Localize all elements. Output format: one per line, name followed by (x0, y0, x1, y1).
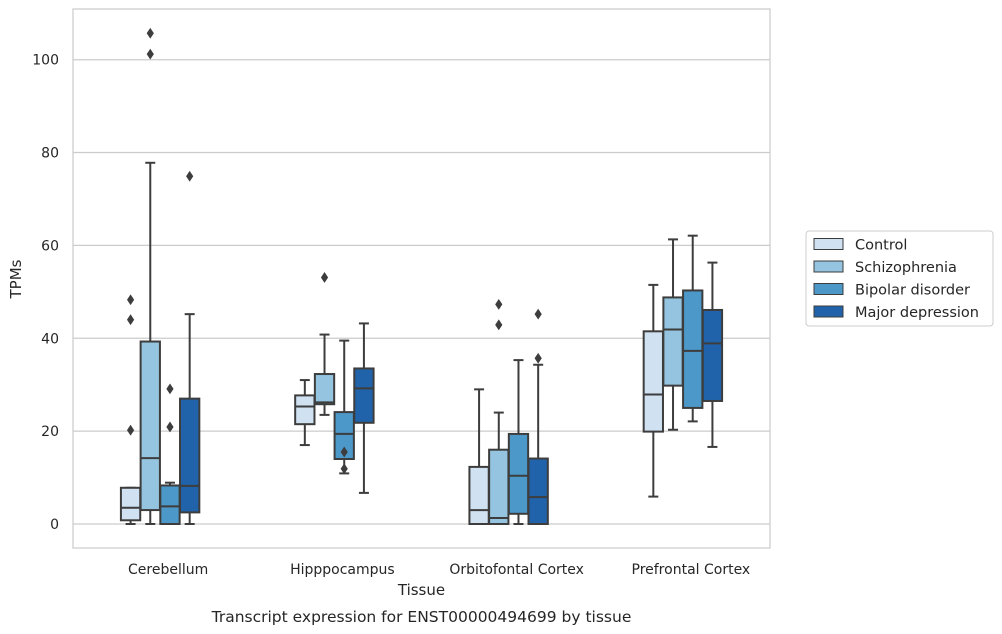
legend-label: Major depression (855, 305, 979, 321)
outlier-point (146, 48, 154, 60)
legend-swatch (813, 305, 844, 318)
outlier-point (126, 424, 135, 436)
y-tick-label: 0 (50, 517, 59, 533)
outlier-point (534, 308, 542, 320)
chart-caption: Transcript expression for ENST0000049469… (211, 608, 632, 626)
y-tick-label: 60 (41, 238, 59, 254)
box-iqr (527, 457, 549, 525)
outlier-point (320, 272, 329, 283)
box-iqr (159, 484, 181, 526)
box-major-depression (701, 261, 724, 448)
y-tick-label: 80 (41, 146, 59, 162)
outlier-point (166, 383, 174, 395)
y-tick-label: 100 (32, 53, 59, 69)
outlier-point (495, 319, 503, 331)
box-iqr (468, 465, 490, 526)
x-axis-label: Tissue (397, 581, 445, 599)
box-iqr (642, 330, 664, 433)
outlier-point (534, 352, 542, 364)
outlier-point (126, 314, 135, 326)
box-control (119, 294, 142, 525)
outlier-point (126, 294, 135, 306)
y-tick-labels: 0 20 40 60 80 100 (32, 53, 59, 533)
legend-label: Bipolar disorder (855, 283, 970, 299)
y-tick-label: 40 (41, 331, 59, 347)
y-axis-label: TPMs (7, 259, 25, 299)
plot-frame (72, 8, 771, 549)
y-tick-label: 20 (41, 424, 59, 440)
box-iqr (488, 448, 510, 526)
box-iqr (507, 432, 530, 515)
box-iqr (179, 397, 201, 514)
legend-label: Control (855, 238, 907, 254)
box-control (294, 379, 316, 447)
box-iqr (333, 411, 355, 460)
box-schizophrenia (139, 27, 161, 525)
legend-label: Schizophrenia (855, 260, 957, 276)
box-major-depression (179, 170, 201, 525)
box-iqr (353, 367, 375, 424)
box-iqr (294, 394, 316, 426)
x-tick-label: Orbitofontal Cortex (449, 562, 584, 578)
box-iqr (701, 308, 724, 402)
box-iqr (139, 340, 161, 512)
legend-swatch (813, 238, 844, 250)
box-major-depression (353, 322, 375, 494)
box-schizophrenia (488, 298, 510, 526)
outlier-point (340, 446, 348, 458)
box-bipolar-disorder (682, 234, 704, 423)
legend-swatch (813, 283, 844, 295)
x-tick-label: Hipppocampus (290, 562, 395, 578)
legend: Control Schizophrenia Bipolar disorder Majo… (805, 230, 994, 327)
box-bipolar-disorder (333, 339, 355, 475)
box-bipolar-disorder (159, 383, 181, 526)
box-schizophrenia (662, 238, 684, 431)
box-control (468, 388, 490, 526)
legend-swatch (813, 260, 844, 273)
box-plot-series (119, 27, 724, 526)
legend-frame (805, 230, 994, 327)
box-schizophrenia (313, 272, 336, 416)
box-iqr (682, 289, 704, 409)
outlier-point (166, 421, 174, 433)
box-bipolar-disorder (507, 359, 530, 525)
y-gridlines (73, 59, 770, 525)
x-tick-labels: Cerebellum Hipppocampus Orbitofontal Corte… (128, 562, 750, 578)
box-major-depression (527, 308, 549, 525)
box-iqr (313, 373, 336, 406)
box-iqr (662, 296, 684, 387)
box-control (642, 283, 664, 498)
outlier-point (340, 463, 348, 475)
outlier-point (186, 170, 194, 182)
x-tick-label: Cerebellum (128, 562, 208, 578)
outlier-point (495, 298, 503, 310)
box-iqr (119, 486, 142, 522)
x-tick-label: Prefrontal Cortex (632, 562, 751, 578)
outlier-point (146, 27, 154, 39)
